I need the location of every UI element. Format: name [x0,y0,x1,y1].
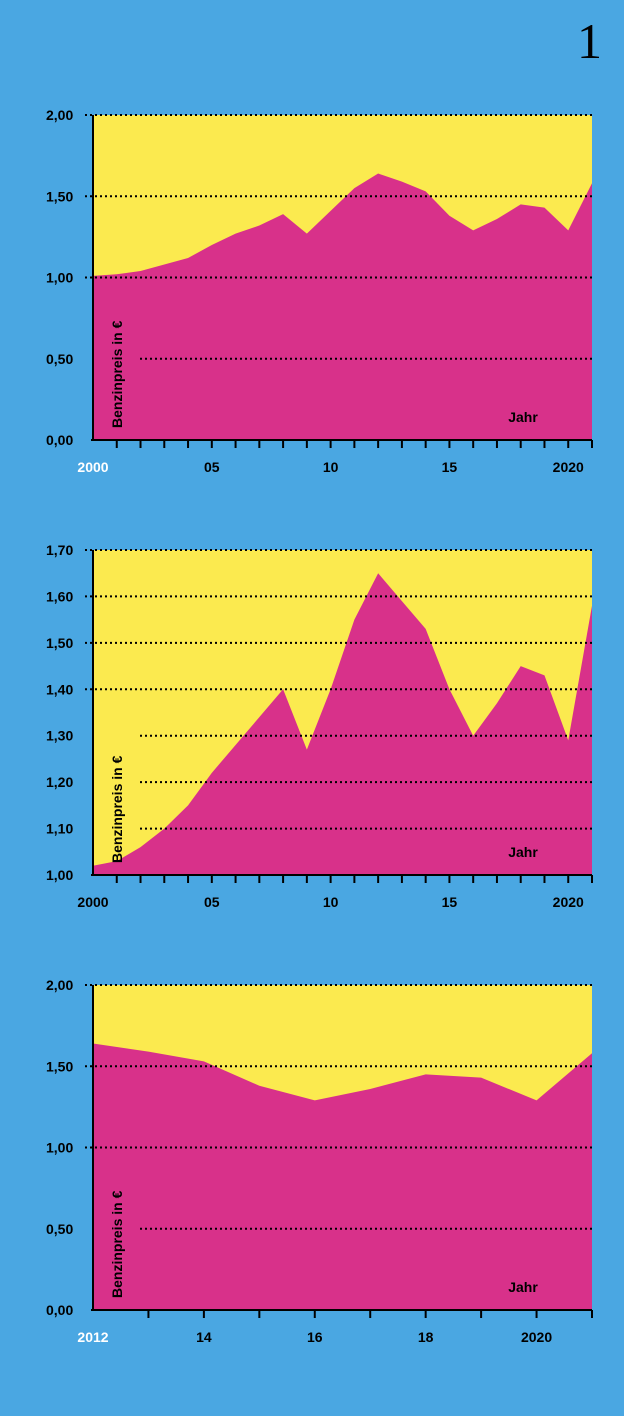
x-tick-label: 2000 [77,459,108,475]
x-tick-label: 10 [323,459,339,475]
x-tick-label: 05 [204,459,220,475]
price-area [93,573,592,875]
y-tick-label: 1,70 [46,542,73,558]
y-tick-label: 0,00 [46,1302,73,1318]
y-tick-label: 1,00 [46,270,73,286]
chart-2: 1,00 1,10 1,20 1,30 1,40 1,50 1,60 1,70 2000 05 10… [46,542,593,910]
x-axis-title: Jahr [508,844,538,860]
x-tick-label: 2000 [77,894,108,910]
x-tick-label: 05 [204,894,220,910]
y-axis-title: Benzinpreis in € [109,320,125,428]
y-tick-label: 0,00 [46,432,73,448]
x-axis-title: Jahr [508,409,538,425]
y-tick-label: 1,20 [46,774,73,790]
y-tick-label: 1,50 [46,635,73,651]
y-tick-label: 1,00 [46,1140,73,1156]
y-tick-label: 1,30 [46,728,73,744]
y-tick-label: 1,40 [46,681,73,697]
y-tick-label: 1,60 [46,588,73,604]
x-tick-label: 15 [442,459,458,475]
x-tick-label: 2012 [77,1329,108,1345]
x-tick-label: 2020 [553,894,584,910]
y-tick-label: 2,00 [46,977,73,993]
x-tick-label: 2020 [553,459,584,475]
x-tick-label: 18 [418,1329,434,1345]
y-tick-label: 1,00 [46,867,73,883]
price-area [93,173,592,440]
y-tick-label: 0,50 [46,351,73,367]
y-tick-label: 1,10 [46,821,73,837]
y-tick-label: 1,50 [46,188,73,204]
price-area [93,1043,592,1310]
page-number: 1 [577,13,602,69]
y-axis-title: Benzinpreis in € [109,1190,125,1298]
y-tick-label: 1,50 [46,1058,73,1074]
x-tick-label: 10 [323,894,339,910]
x-tick-label: 2020 [521,1329,552,1345]
x-tick-label: 14 [196,1329,212,1345]
y-axis-title: Benzinpreis in € [109,755,125,863]
y-tick-label: 0,50 [46,1221,73,1237]
chart-3: 0,00 0,50 1,00 1,50 2,00 2012 14 16 18 2020 Benzin… [46,977,593,1345]
chart-1: 0,00 0,50 1,00 1,50 2,00 2000 05 10 15 2020 Benzin… [46,107,593,475]
x-tick-label: 16 [307,1329,323,1345]
y-tick-label: 2,00 [46,107,73,123]
x-tick-label: 15 [442,894,458,910]
x-axis-title: Jahr [508,1279,538,1295]
